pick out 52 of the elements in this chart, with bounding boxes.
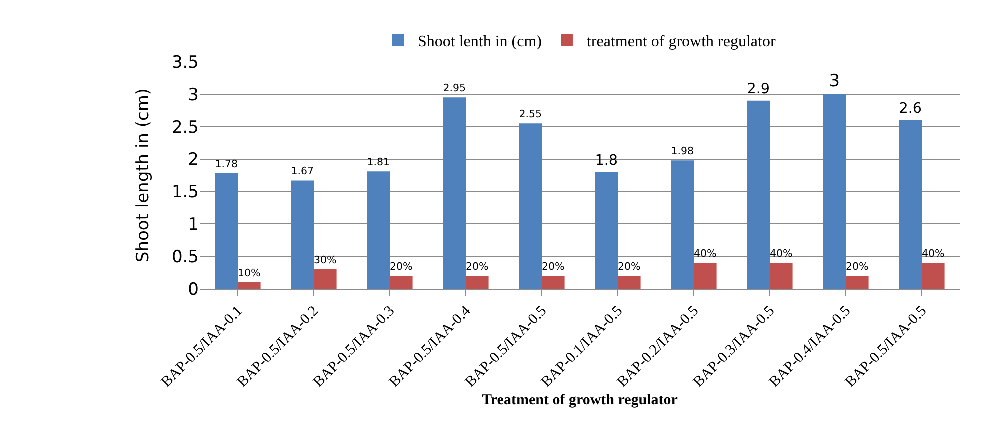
data-label: 2.9 bbox=[747, 82, 770, 98]
bar bbox=[519, 124, 542, 289]
bar bbox=[747, 100, 770, 289]
y-tick-label: 3 bbox=[188, 85, 199, 106]
bar bbox=[390, 276, 413, 289]
y-tick-label: 2.5 bbox=[172, 118, 199, 138]
data-label: 1.8 bbox=[595, 153, 618, 170]
bar bbox=[922, 263, 945, 289]
y-axis-title: Shoot length in (cm) bbox=[134, 88, 154, 263]
bar bbox=[542, 276, 565, 289]
y-tick-label: 0.5 bbox=[172, 248, 199, 268]
data-label: 20% bbox=[390, 261, 414, 274]
y-tick-label: 1 bbox=[188, 215, 199, 236]
bar bbox=[671, 160, 694, 289]
x-axis-title: Treatment of growth regulator bbox=[482, 392, 678, 409]
legend-label: Shoot lenth in (cm) bbox=[418, 34, 542, 51]
bar bbox=[238, 282, 261, 289]
y-tick-label: 1.5 bbox=[172, 182, 199, 203]
data-label: 2.6 bbox=[899, 101, 922, 118]
data-label: 3 bbox=[829, 71, 840, 92]
bar bbox=[694, 263, 717, 289]
data-label: 1.81 bbox=[367, 158, 390, 169]
data-label: 20% bbox=[846, 261, 870, 274]
data-label: 40% bbox=[694, 248, 718, 260]
data-label: 40% bbox=[770, 248, 794, 260]
data-label: 1.67 bbox=[291, 166, 314, 178]
bar bbox=[618, 276, 641, 289]
bar bbox=[314, 270, 337, 289]
data-label: 2.95 bbox=[443, 84, 466, 95]
bar bbox=[466, 276, 489, 289]
legend-label: treatment of growth regulator bbox=[586, 34, 776, 51]
data-label: 20% bbox=[542, 261, 566, 274]
data-label: 20% bbox=[466, 261, 490, 274]
data-label: 1.98 bbox=[671, 146, 694, 158]
y-tick-label: 2 bbox=[188, 150, 199, 170]
bar bbox=[443, 98, 466, 289]
data-label: 1.78 bbox=[215, 160, 238, 171]
bar bbox=[823, 94, 846, 289]
bar bbox=[595, 172, 618, 289]
bar bbox=[367, 172, 390, 289]
bar bbox=[770, 263, 793, 289]
bar bbox=[291, 180, 314, 289]
y-tick-label: 0 bbox=[188, 280, 199, 300]
data-label: 10% bbox=[238, 267, 262, 280]
bar bbox=[846, 276, 869, 289]
data-label: 40% bbox=[922, 248, 946, 260]
data-label: 30% bbox=[314, 254, 338, 267]
data-label: 20% bbox=[618, 261, 642, 274]
y-tick-label: 3.5 bbox=[172, 52, 199, 73]
data-label: 2.55 bbox=[519, 110, 542, 121]
bar bbox=[899, 120, 922, 289]
bar bbox=[215, 174, 238, 289]
